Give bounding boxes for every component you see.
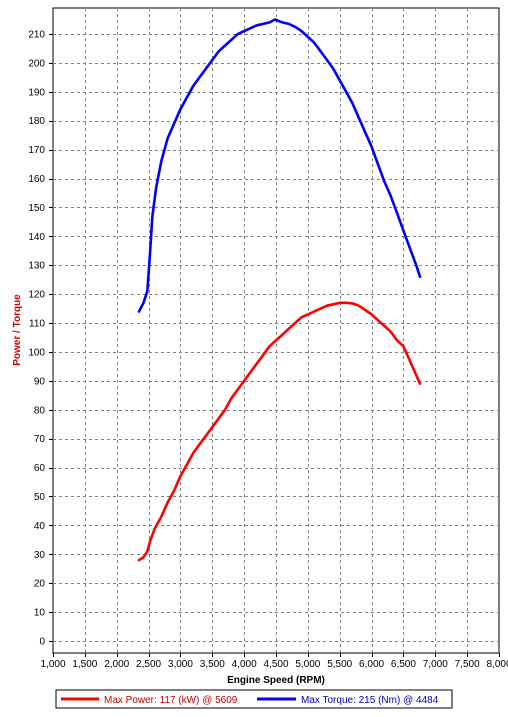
y-tick-label: 200 [28, 58, 45, 69]
y-tick-label: 10 [34, 608, 46, 619]
y-axis-title: Power / Torque [12, 294, 23, 366]
y-tick-label: 130 [28, 261, 45, 272]
y-tick-label: 110 [29, 319, 45, 330]
y-tick-label: 20 [34, 579, 46, 590]
y-tick-label: 80 [34, 405, 46, 416]
y-tick-label: 30 [34, 550, 46, 561]
x-tick-label: 7,500 [455, 659, 480, 670]
x-tick-label: 1,500 [72, 659, 97, 670]
y-tick-label: 100 [28, 347, 45, 358]
y-tick-label: 90 [34, 376, 46, 387]
x-tick-label: 7,000 [423, 659, 448, 670]
x-tick-label: 3,000 [168, 659, 193, 670]
y-tick-label: 170 [28, 145, 45, 156]
y-tick-label: 60 [34, 463, 46, 474]
legend: Max Power: 117 (kW) @ 5609 Max Torque: 2… [55, 689, 453, 709]
y-tick-label: 0 [39, 637, 45, 648]
x-tick-label: 5,000 [295, 659, 320, 670]
legend-label-torque: Max Torque: 215 (Nm) @ 4484 [301, 695, 439, 706]
x-tick-label: 4,000 [232, 659, 257, 670]
y-tick-label: 50 [34, 492, 46, 503]
legend-box [55, 689, 453, 709]
x-tick-label: 4,500 [263, 659, 288, 670]
y-tick-label: 160 [28, 174, 45, 185]
x-tick-label: 8,000 [486, 659, 508, 670]
y-tick-label: 150 [28, 203, 45, 214]
x-tick-label: 6,000 [359, 659, 384, 670]
y-tick-label: 140 [28, 232, 45, 243]
legend-label-power: Max Power: 117 (kW) @ 5609 [104, 695, 238, 706]
x-tick-label: 2,500 [136, 659, 161, 670]
x-tick-label: 2,000 [104, 659, 129, 670]
grid-layer [53, 8, 499, 653]
y-tick-label: 40 [34, 521, 46, 532]
y-tick-label: 120 [28, 290, 45, 301]
y-tick-label: 190 [28, 87, 45, 98]
plot-area [52, 7, 500, 654]
tick-layer: 1,000 1,500 2,000 2,500 3,000 3,500 4,000 4,500… [28, 30, 508, 671]
torque-series-line [137, 18, 422, 313]
y-tick-label: 180 [28, 116, 45, 127]
power-series-line [137, 301, 422, 562]
y-tick-label: 70 [34, 434, 46, 445]
x-tick-label: 3,500 [200, 659, 225, 670]
series-layer [137, 18, 422, 562]
x-tick-label: 1,000 [40, 659, 65, 670]
x-axis-title: Engine Speed (RPM) [227, 675, 325, 686]
x-tick-label: 5,500 [327, 659, 352, 670]
x-tick-label: 6,500 [391, 659, 416, 670]
y-tick-label: 210 [28, 30, 45, 41]
